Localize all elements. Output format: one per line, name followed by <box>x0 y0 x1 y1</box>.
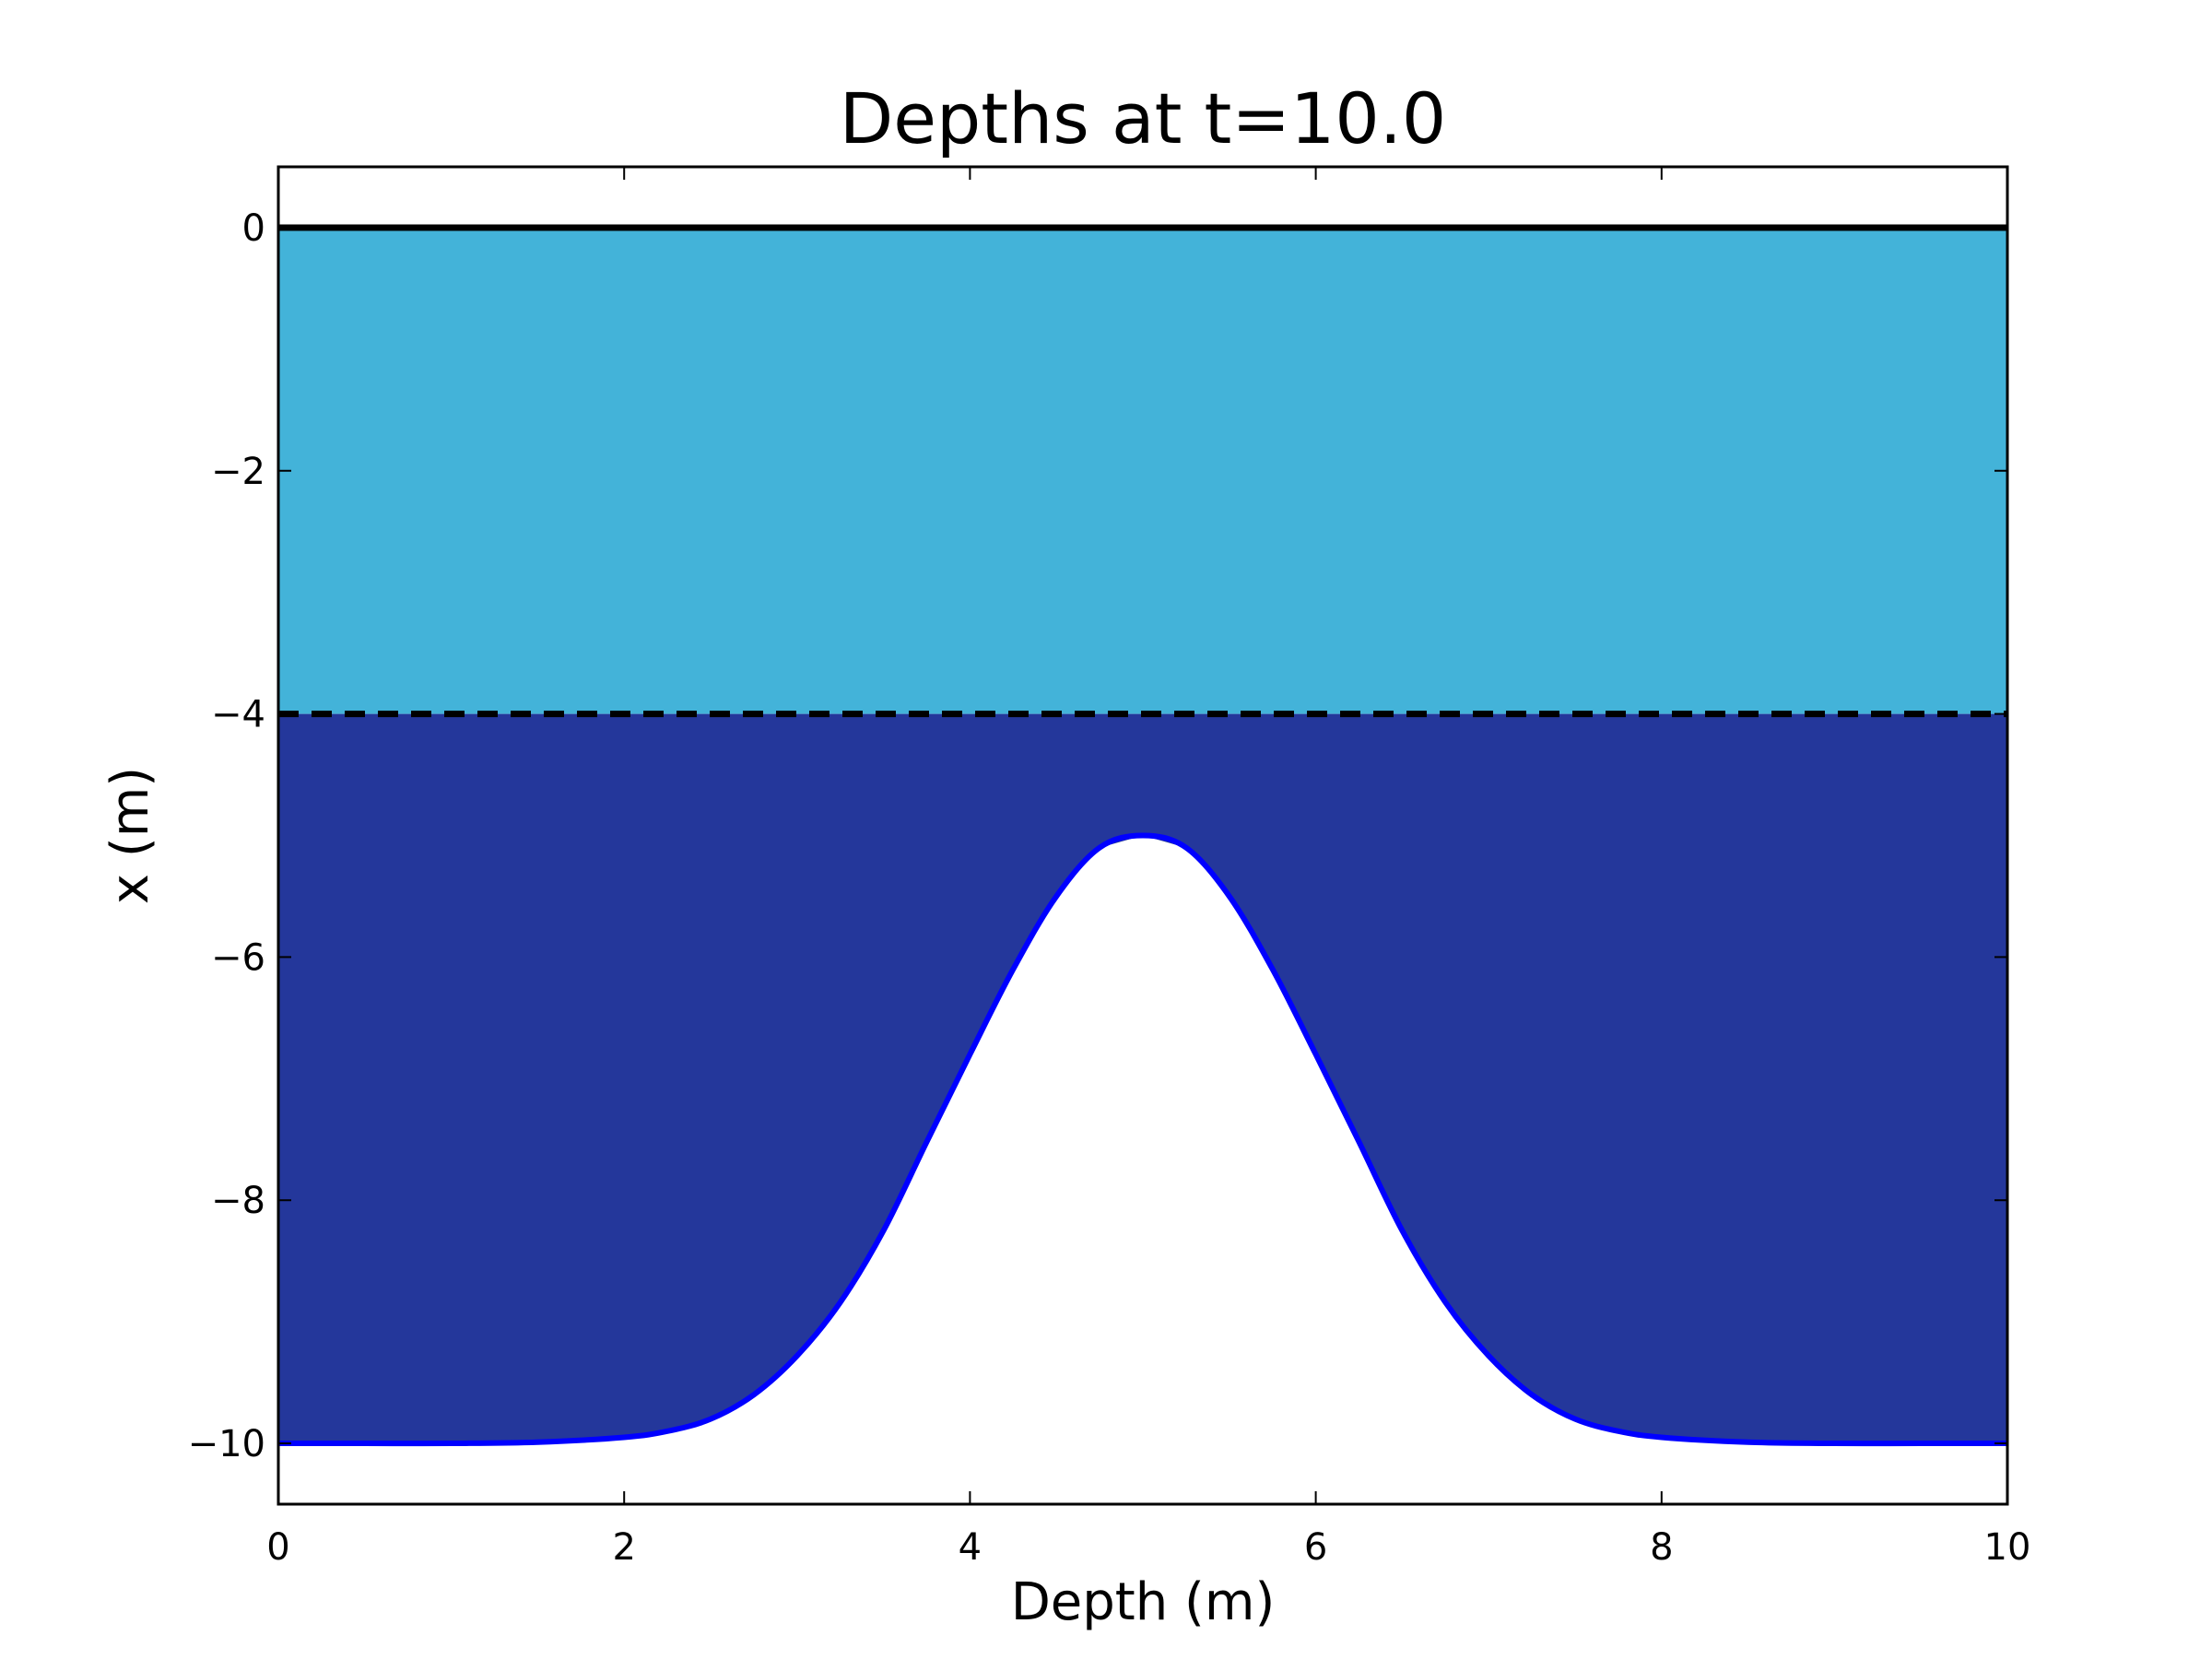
bathymetry-line <box>278 832 2007 1447</box>
axes-frame <box>276 165 2009 1506</box>
y-tick-label: −10 <box>188 1423 265 1465</box>
upper-layer-fill <box>278 227 2007 714</box>
lower-layer-fill <box>278 713 2007 1444</box>
y-axis-label: x (m) <box>100 767 160 904</box>
x-tick-label: 4 <box>959 1526 982 1569</box>
x-axis-label: Depth (m) <box>1011 1572 1276 1632</box>
x-tick-label: 2 <box>612 1526 635 1569</box>
y-tick-label: −8 <box>211 1180 265 1222</box>
y-tick-label: −4 <box>211 694 265 736</box>
x-tick-label: 8 <box>1650 1526 1673 1569</box>
x-tick-label: 10 <box>1984 1526 2031 1569</box>
y-tick-label: −6 <box>211 936 265 979</box>
y-tick-label: 0 <box>242 207 265 250</box>
x-tick-label: 0 <box>266 1526 289 1569</box>
y-tick-label: −2 <box>211 451 265 493</box>
chart-title: Depths at t=10.0 <box>840 77 1446 159</box>
x-tick-label: 6 <box>1304 1526 1327 1569</box>
